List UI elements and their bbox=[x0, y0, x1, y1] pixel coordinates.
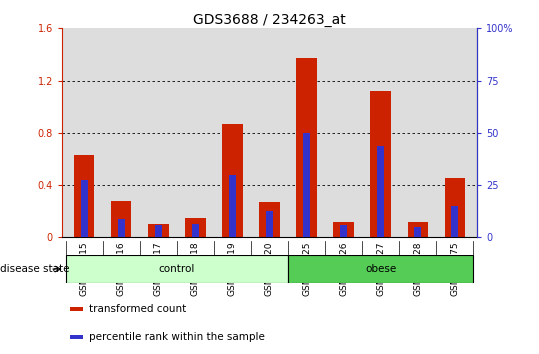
Bar bbox=[259, 202, 280, 237]
Bar bbox=[70, 307, 83, 311]
Title: GDS3688 / 234263_at: GDS3688 / 234263_at bbox=[193, 13, 346, 27]
Bar bbox=[407, 222, 428, 237]
Bar bbox=[414, 227, 421, 237]
Bar bbox=[111, 201, 132, 237]
Text: GSM243225: GSM243225 bbox=[302, 241, 311, 296]
Text: obese: obese bbox=[365, 264, 396, 274]
Text: GSM243219: GSM243219 bbox=[228, 241, 237, 296]
Bar bbox=[74, 155, 94, 237]
Bar bbox=[377, 146, 384, 237]
Bar bbox=[370, 91, 391, 237]
Text: GSM243215: GSM243215 bbox=[80, 241, 89, 296]
Bar bbox=[296, 58, 317, 237]
Text: GSM243227: GSM243227 bbox=[376, 241, 385, 296]
Bar bbox=[266, 211, 273, 237]
Text: GSM243218: GSM243218 bbox=[191, 241, 200, 296]
Text: GSM243217: GSM243217 bbox=[154, 241, 163, 296]
Text: GSM243216: GSM243216 bbox=[117, 241, 126, 296]
Text: GSM243275: GSM243275 bbox=[450, 241, 459, 296]
Bar bbox=[155, 225, 162, 237]
Bar bbox=[340, 225, 347, 237]
Bar bbox=[118, 219, 125, 237]
Text: disease state: disease state bbox=[0, 264, 70, 274]
Bar bbox=[80, 180, 88, 237]
Bar bbox=[70, 335, 83, 339]
Bar bbox=[334, 222, 354, 237]
Text: GSM243228: GSM243228 bbox=[413, 241, 422, 296]
Bar bbox=[66, 255, 288, 283]
Bar bbox=[451, 206, 459, 237]
Bar bbox=[445, 178, 465, 237]
Text: transformed count: transformed count bbox=[89, 304, 186, 314]
Bar bbox=[148, 224, 169, 237]
Bar bbox=[222, 124, 243, 237]
Bar bbox=[303, 133, 310, 237]
Text: control: control bbox=[158, 264, 195, 274]
Text: GSM243226: GSM243226 bbox=[339, 241, 348, 296]
Bar bbox=[192, 224, 199, 237]
Bar bbox=[229, 175, 236, 237]
Bar bbox=[185, 218, 205, 237]
Text: percentile rank within the sample: percentile rank within the sample bbox=[89, 332, 265, 342]
Bar bbox=[288, 255, 473, 283]
Text: GSM243220: GSM243220 bbox=[265, 241, 274, 296]
